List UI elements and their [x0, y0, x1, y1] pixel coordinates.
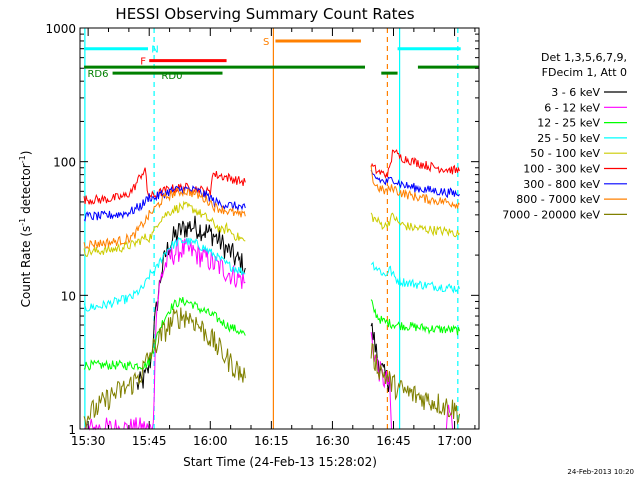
- series-line-300-800-kev-1: [83, 185, 246, 222]
- legend: Det 1,3,5,6,7,9, FDecim 1, Att 0 3 - 6 k…: [502, 51, 627, 221]
- series-line-12-25-kev-1: [83, 297, 246, 371]
- x-tick-label-1700: 17:00: [437, 434, 472, 448]
- series-line-800-7000-kev-1: [83, 187, 246, 250]
- series-line-6-12-kev-1: [83, 237, 246, 431]
- series-line-25-50-kev-1: [83, 236, 246, 312]
- legend-header-line-1: Det 1,3,5,6,7,9,: [541, 51, 627, 64]
- y-tick-label-10: 10: [61, 289, 76, 303]
- flag-label-f: F: [140, 57, 146, 68]
- y-tick-label-1: 1: [68, 423, 76, 437]
- legend-label-100-300-kev: 100 - 300 keV: [523, 163, 600, 176]
- y-axis-label-part-2: detector: [19, 163, 33, 218]
- x-tick-label-1545: 15:45: [132, 434, 167, 448]
- series-line-100-300-kev-2: [370, 149, 460, 179]
- plot-frame: [79, 27, 480, 430]
- legend-label-12-25-kev: 12 - 25 keV: [537, 117, 600, 130]
- series-line-25-50-kev-2: [370, 261, 460, 294]
- flag-label-n: N: [151, 45, 158, 56]
- legend-label-3-6-kev: 3 - 6 keV: [551, 86, 600, 99]
- series-line-3-6-kev-1: [136, 215, 246, 390]
- series-line-7000-20000-kev-1: [83, 307, 246, 429]
- flag-label-s: S: [263, 37, 269, 48]
- timestamp: 24-Feb-2013 10:20: [567, 468, 634, 476]
- chart-title: HESSI Observing Summary Count Rates: [115, 5, 414, 23]
- legend-label-25-50-kev: 25 - 50 keV: [537, 132, 600, 145]
- y-tick-label-1000: 1000: [45, 22, 76, 36]
- x-tick-label-1530: 15:30: [71, 434, 106, 448]
- x-tick-label-1600: 16:00: [193, 434, 228, 448]
- flag-label-rd6: RD6: [87, 69, 108, 80]
- legend-header-line-2: FDecim 1, Att 0: [542, 66, 627, 79]
- series-line-50-100-kev-2: [370, 212, 460, 238]
- y-axis-label-part-3: ): [19, 151, 33, 156]
- flag-label-rd0: RD0: [161, 71, 182, 82]
- x-tick-label-1630: 16:30: [315, 434, 350, 448]
- legend-label-50-100-kev: 50 - 100 keV: [530, 147, 600, 160]
- y-tick-label-100: 100: [53, 156, 76, 170]
- series-line-100-300-kev-1: [83, 167, 246, 206]
- series-line-7000-20000-kev-2: [370, 343, 460, 426]
- axes-group: 1 10 100 1000 15:30 15:45 16:00 16:15 16:30 16:45…: [45, 22, 479, 448]
- flag-bars-group: NF S RD0 RD6: [84, 37, 479, 82]
- y-axis-label-part-1: Count Rate (s: [19, 226, 33, 308]
- x-axis-label: Start Time (24-Feb-13 15:28:02): [183, 455, 377, 469]
- legend-label-7000-20000-kev: 7000 - 20000 keV: [502, 208, 600, 221]
- series-line-800-7000-kev-2: [370, 165, 460, 210]
- legend-label-800-7000-kev: 800 - 7000 keV: [516, 193, 600, 206]
- legend-label-300-800-kev: 300 - 800 keV: [523, 178, 600, 191]
- series-line-12-25-kev-2: [370, 299, 460, 336]
- series-line-50-100-kev-1: [83, 200, 246, 258]
- y-axis-label-sup-1: -1: [18, 218, 27, 226]
- y-axis-label-sup-2: -1: [18, 155, 27, 163]
- x-tick-label-1645: 16:45: [376, 434, 411, 448]
- y-axis-label: Count Rate (s-1 detector-1): [18, 151, 33, 308]
- series-group: [83, 149, 460, 431]
- legend-label-6-12-kev: 6 - 12 keV: [544, 101, 600, 114]
- vertical-markers-group: [84, 28, 459, 429]
- series-line-300-800-kev-2: [370, 169, 460, 199]
- x-tick-label-1615: 16:15: [254, 434, 289, 448]
